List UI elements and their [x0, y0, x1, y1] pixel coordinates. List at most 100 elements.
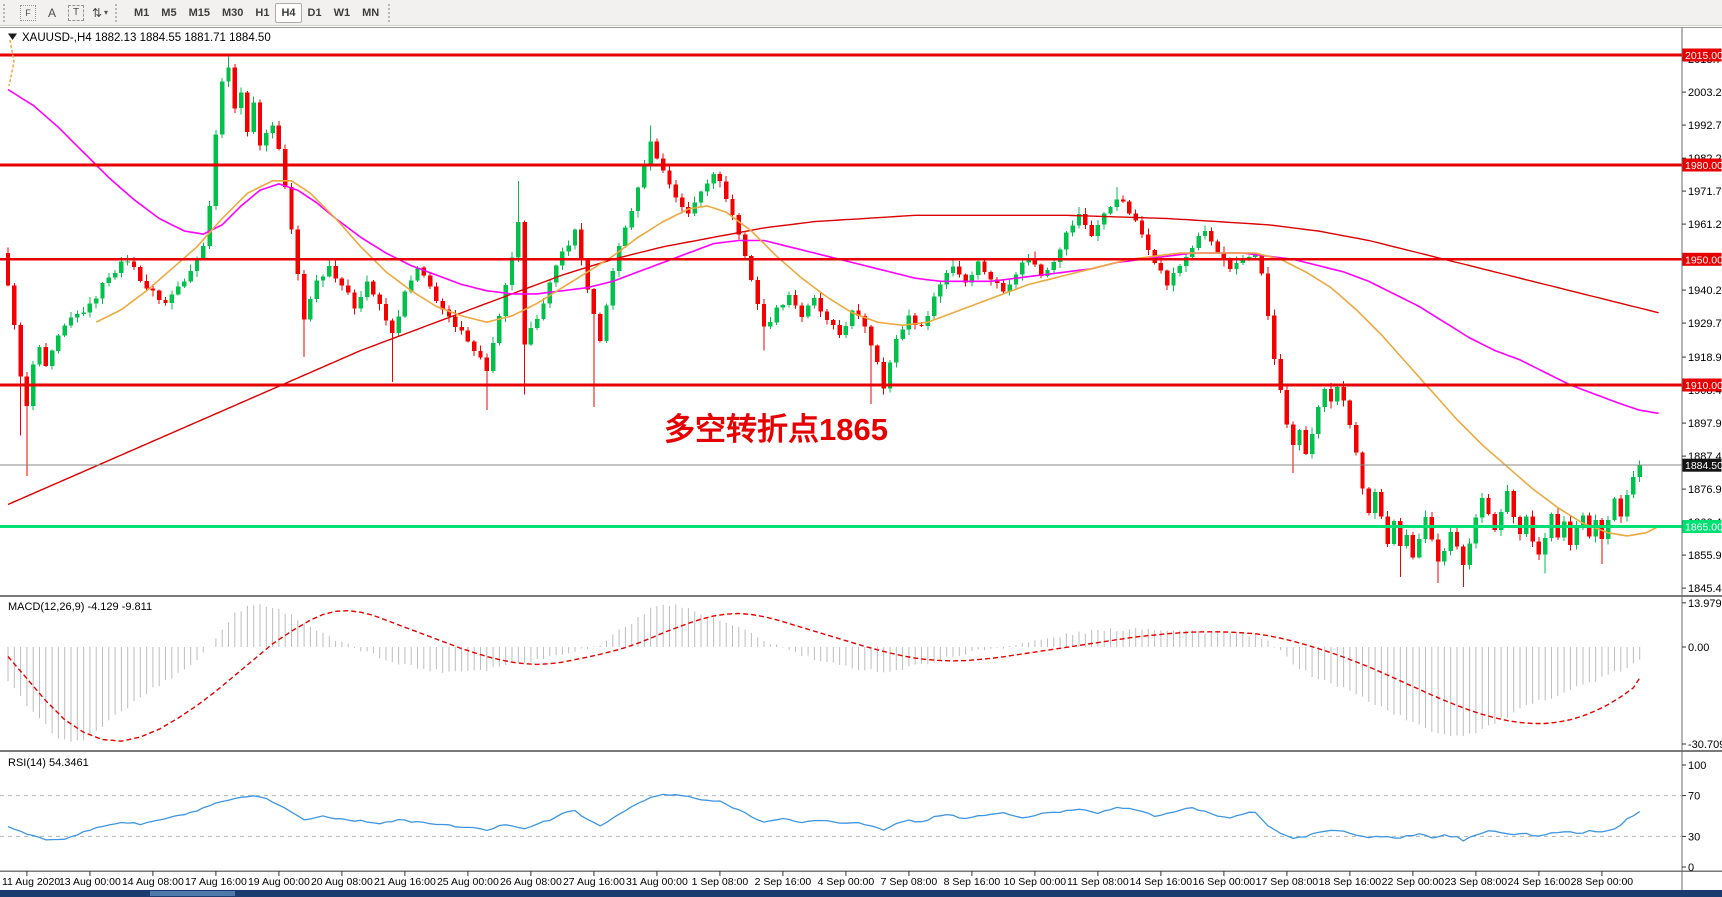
candle-body — [1574, 527, 1579, 546]
annotation-text[interactable]: 多空转折点1865 — [664, 412, 888, 447]
text-tool-icon[interactable]: A — [40, 3, 64, 23]
timeframe-button-m15[interactable]: M15 — [188, 6, 210, 19]
candle-body — [1057, 249, 1063, 262]
candle-body — [402, 291, 408, 317]
candle-body — [478, 350, 483, 358]
candle-body — [711, 174, 716, 184]
drawing-object-zigzag[interactable] — [8, 39, 15, 87]
candle-body — [768, 322, 773, 327]
date-label: 18 Sep 16:00 — [1319, 876, 1382, 888]
candle-body — [629, 210, 634, 228]
candle-body — [1435, 539, 1441, 562]
candle-body — [1511, 491, 1516, 518]
candle-body — [982, 261, 987, 272]
candle-body — [295, 229, 300, 275]
rsi-line — [7, 793, 1641, 842]
candle-body — [251, 102, 256, 132]
candle-body — [131, 261, 137, 268]
candle-body — [24, 376, 30, 407]
candle-body — [1637, 465, 1642, 477]
date-label: 21 Aug 16:00 — [374, 876, 436, 888]
price-axis[interactable]: 2013.702003.201992.701982.201971.701961.… — [1682, 48, 1722, 596]
horizontal-scrollbar[interactable] — [0, 890, 1722, 897]
moving-averages — [7, 88, 1659, 537]
timeframe-button-m5[interactable]: M5 — [161, 6, 177, 19]
price-tick-label: 1918.90 — [1688, 352, 1722, 364]
candle-body — [1391, 521, 1397, 544]
timeframe-button-m30[interactable]: M30 — [221, 6, 244, 19]
candle-body — [1045, 269, 1050, 276]
candle-body — [1454, 532, 1460, 547]
candle-body — [472, 341, 477, 351]
arrows-tool-icon[interactable]: ⇅ ▾ — [88, 3, 112, 23]
candle-body — [1536, 541, 1542, 555]
date-label: 26 Aug 08:00 — [500, 876, 562, 888]
candle-body — [301, 274, 307, 320]
toolbar-grip[interactable] — [115, 3, 123, 22]
candle-body — [333, 265, 338, 279]
candle-body — [761, 304, 767, 327]
candle-body — [686, 207, 691, 214]
candle-body — [528, 328, 534, 345]
candle-body — [352, 292, 357, 309]
candle-body — [1272, 315, 1277, 360]
price-badge — [1682, 458, 1722, 472]
candle-body — [944, 273, 949, 285]
candle-body — [87, 303, 93, 313]
macd-tick-label: 0.00 — [1688, 642, 1709, 654]
candle-body — [497, 316, 502, 343]
date-label: 14 Sep 16:00 — [1130, 876, 1193, 888]
symbol-dropdown-icon[interactable] — [8, 33, 17, 41]
candle-body — [409, 280, 414, 292]
timeframe-button-d1[interactable]: D1 — [307, 6, 322, 19]
candle-body — [1020, 262, 1025, 275]
price-tick-label: 1961.20 — [1688, 219, 1722, 231]
toolbar-grip[interactable] — [388, 3, 396, 22]
candle-body — [969, 275, 975, 283]
timeframe-button-h4[interactable]: H4 — [275, 2, 302, 23]
timeframe-button-w1[interactable]: W1 — [333, 6, 351, 19]
candle-body — [1341, 386, 1346, 401]
rsi-tick-label: 30 — [1688, 831, 1700, 843]
candle-body — [201, 245, 206, 259]
dropdown-caret-icon[interactable]: ▾ — [104, 8, 109, 17]
date-label: 13 Aug 00:00 — [59, 876, 121, 888]
candle-body — [503, 285, 508, 317]
fibonacci-tool-icon[interactable]: F — [16, 3, 40, 23]
price-badge-label: 1884.50 — [1685, 460, 1722, 472]
timeframe-button-h1[interactable]: H1 — [255, 6, 270, 19]
candle-body — [673, 184, 678, 198]
scrollbar-thumb[interactable] — [150, 891, 235, 896]
candle-body — [1631, 476, 1636, 495]
candle-body — [1480, 498, 1485, 518]
timeframe-button-mn[interactable]: MN — [362, 6, 380, 19]
horizontal-line-objects[interactable] — [0, 53, 1682, 528]
candle-body — [220, 81, 225, 135]
candle-body — [950, 266, 956, 274]
chart-canvas[interactable]: 2013.702003.201992.701982.201971.701961.… — [0, 26, 1722, 897]
timeframe-button-m1[interactable]: M1 — [134, 6, 150, 19]
text-label-tool-icon[interactable]: T — [64, 3, 88, 23]
candle-body — [453, 316, 458, 327]
toolbar-grip[interactable] — [3, 3, 11, 22]
candle-body — [938, 284, 943, 297]
candle-body — [1624, 494, 1630, 517]
rsi-label: RSI(14) 54.3461 — [8, 757, 89, 769]
candle-body — [1467, 543, 1472, 565]
candle-body — [364, 281, 370, 297]
candle-body — [1051, 261, 1056, 270]
candle-body — [1278, 359, 1283, 390]
candle-body — [736, 215, 741, 235]
candle-body — [245, 92, 250, 132]
candle-body — [749, 256, 754, 280]
price-badge — [1682, 158, 1722, 172]
price-tick-label: 1992.70 — [1688, 120, 1722, 132]
price-badge — [1682, 48, 1722, 62]
candle-body — [169, 294, 174, 304]
candle-body — [283, 148, 288, 188]
candle-body — [138, 267, 143, 281]
candle-body — [1316, 407, 1321, 434]
candle-body — [1309, 433, 1315, 454]
candle-body — [440, 301, 445, 310]
